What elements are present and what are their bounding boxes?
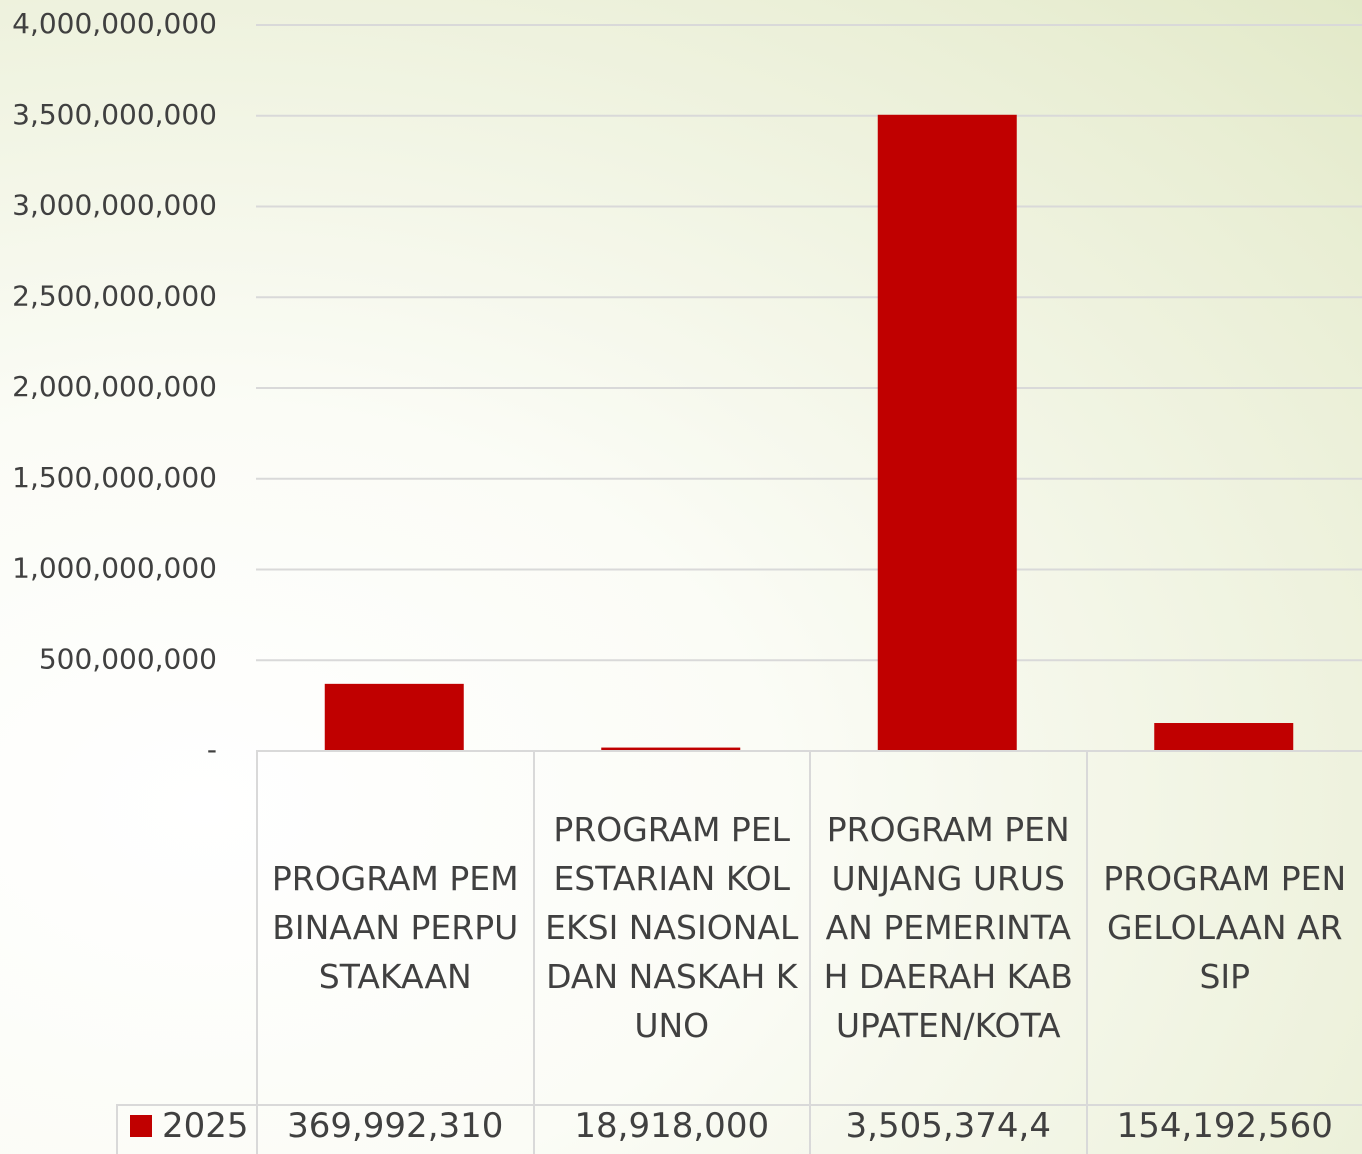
category-label: PROGRAM PELESTARIAN KOLEKSI NASIONAL DAN… bbox=[532, 751, 810, 1104]
y-tick-label: 4,000,000,000 bbox=[12, 7, 217, 40]
y-tick-label: 500,000,000 bbox=[39, 642, 217, 675]
legend-cell: 2025 bbox=[116, 1104, 256, 1154]
y-tick-label: 3,500,000,000 bbox=[12, 98, 217, 131]
legend-label: 2025 bbox=[162, 1106, 249, 1146]
y-tick-label: 2,500,000,000 bbox=[12, 279, 217, 312]
bar bbox=[1154, 723, 1294, 751]
y-tick-label: - bbox=[207, 733, 217, 766]
y-tick-label: 1,000,000,000 bbox=[12, 552, 217, 585]
category-label: PROGRAM PEMBINAAN PERPUSTAKAAN bbox=[256, 751, 533, 1104]
y-tick-label: 3,000,000,000 bbox=[12, 189, 217, 222]
table-value: 3,505,374,4 bbox=[809, 1104, 1086, 1154]
category-label: PROGRAM PENUNJANG URUSAN PEMERINTAH DAER… bbox=[809, 751, 1086, 1104]
table-value: 18,918,000 bbox=[532, 1104, 809, 1154]
y-tick-label: 2,000,000,000 bbox=[12, 370, 217, 403]
table-value: 369,992,310 bbox=[256, 1104, 533, 1154]
category-label: PROGRAM PENGELOLAAN ARSIP bbox=[1085, 751, 1362, 1104]
legend-swatch bbox=[130, 1115, 152, 1137]
y-tick-label: 1,500,000,000 bbox=[12, 461, 217, 494]
bar bbox=[877, 114, 1017, 752]
bar bbox=[601, 747, 741, 751]
table-value: 154,192,560 bbox=[1085, 1104, 1362, 1154]
bar bbox=[324, 683, 464, 751]
